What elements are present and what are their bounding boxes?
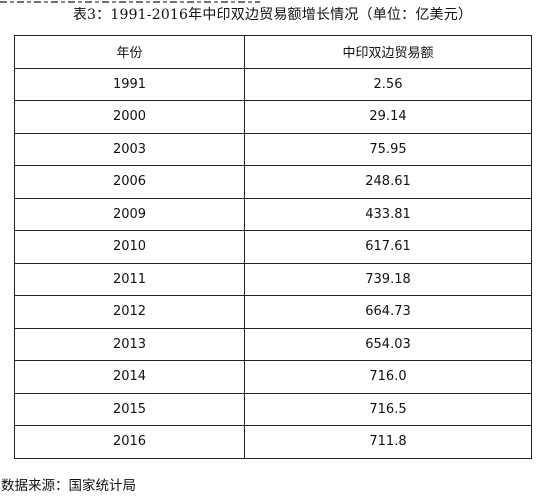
year-cell: 2013 [14, 327, 245, 361]
trade-value-cell: 716.5 [244, 392, 532, 426]
year-cell: 2003 [14, 132, 245, 166]
cropped-text-fragment [0, 0, 260, 4]
trade-value-cell: 654.03 [244, 327, 532, 361]
trade-value-cell: 248.61 [244, 165, 532, 199]
header-year: 年份 [14, 35, 245, 69]
year-cell: 2011 [14, 262, 245, 296]
table-caption: 表3：1991-2016年中印双边贸易额增长情况（单位：亿美元） [72, 7, 473, 23]
table-row: 2015 716.5 [14, 392, 532, 426]
table-row: 2013 654.03 [14, 327, 532, 361]
year-cell: 1991 [14, 67, 245, 101]
table-body: 1991 2.56 2000 29.14 2003 75.95 2006 248.61 2009… [14, 67, 532, 459]
table-row: 2012 664.73 [14, 295, 532, 329]
trade-value-cell: 664.73 [244, 295, 532, 329]
table-header-row: 年份 中印双边贸易额 [14, 35, 532, 69]
year-cell: 2010 [14, 230, 245, 264]
table-row: 2010 617.61 [14, 230, 532, 264]
trade-value-cell: 433.81 [244, 197, 532, 231]
trade-value-cell: 711.8 [244, 425, 532, 459]
table-row: 2016 711.8 [14, 425, 532, 459]
table-row: 2009 433.81 [14, 197, 532, 231]
table-row: 2000 29.14 [14, 100, 532, 134]
table-row: 2011 739.18 [14, 262, 532, 296]
year-cell: 2015 [14, 392, 245, 426]
trade-value-cell: 29.14 [244, 100, 532, 134]
year-cell: 2006 [14, 165, 245, 199]
year-cell: 2014 [14, 360, 245, 394]
data-source-note: 数据来源：国家统计局 [1, 478, 136, 494]
year-cell: 2012 [14, 295, 245, 329]
table-row: 1991 2.56 [14, 67, 532, 101]
table-row: 2003 75.95 [14, 132, 532, 166]
table-row: 2014 716.0 [14, 360, 532, 394]
trade-table: 年份 中印双边贸易额 1991 2.56 2000 29.14 2003 75.95 200… [14, 35, 532, 459]
year-cell: 2009 [14, 197, 245, 231]
trade-value-cell: 617.61 [244, 230, 532, 264]
trade-value-cell: 716.0 [244, 360, 532, 394]
year-cell: 2016 [14, 425, 245, 459]
trade-value-cell: 739.18 [244, 262, 532, 296]
trade-value-cell: 75.95 [244, 132, 532, 166]
trade-value-cell: 2.56 [244, 67, 532, 101]
year-cell: 2000 [14, 100, 245, 134]
header-trade-value: 中印双边贸易额 [244, 35, 532, 69]
table-row: 2006 248.61 [14, 165, 532, 199]
